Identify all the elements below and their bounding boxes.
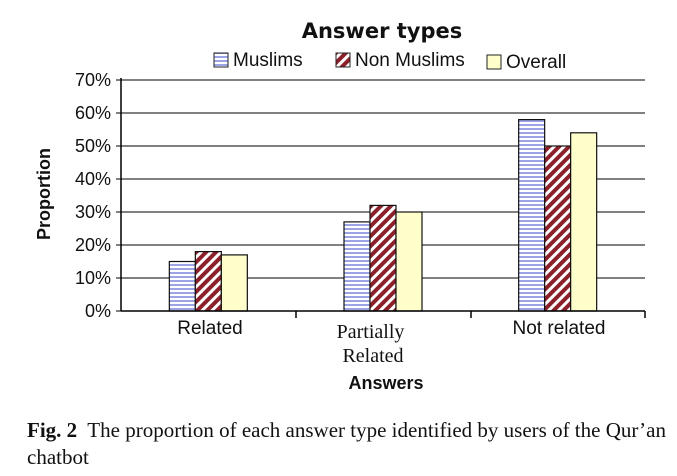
legend-swatch-overall <box>486 54 502 70</box>
y-tick-label: 60% <box>75 103 111 123</box>
bar-overall-not-related <box>570 132 598 312</box>
legend-label-muslims: Muslims <box>233 50 303 71</box>
y-tick-label: 30% <box>75 202 111 222</box>
caption-label: Fig. 2 <box>27 418 78 442</box>
legend-swatch-non-muslims <box>335 52 351 68</box>
y-tick-label: 40% <box>75 169 111 189</box>
bar-non-muslims-not-related <box>544 145 572 312</box>
bar-overall-related <box>220 254 248 312</box>
bars <box>168 118 598 312</box>
y-tick-label: 0% <box>85 301 111 321</box>
legend-label-non-muslims: Non Muslims <box>355 50 465 71</box>
category-label-not-related: Not related <box>513 318 606 339</box>
bar-muslims-partially-related <box>343 221 371 312</box>
bar-muslims-not-related <box>518 118 546 312</box>
figure-caption: Fig. 2 The proportion of each answer typ… <box>27 417 667 471</box>
y-tick-label: 10% <box>75 268 111 288</box>
caption-text: The proportion of each answer type ident… <box>27 418 666 469</box>
legend: Muslims Non Muslims Overall <box>213 50 566 73</box>
category-label-partially-related: Partially Related <box>337 321 410 367</box>
y-tick-label: 20% <box>75 235 111 255</box>
y-axis-ticks: 0% 10% 20% 30% 40% 50% 60% 70% <box>75 70 121 321</box>
legend-label-overall: Overall <box>506 52 566 73</box>
chart: Answer types Muslims Non Muslims Overall… <box>34 19 646 393</box>
chart-title: Answer types <box>302 19 463 43</box>
bar-non-muslims-related <box>194 251 222 312</box>
category-label-related: Related <box>177 318 243 339</box>
y-axis-label: Proportion <box>34 148 54 240</box>
y-tick-label: 70% <box>75 70 111 90</box>
legend-swatch-muslims <box>213 52 229 68</box>
y-tick-label: 50% <box>75 136 111 156</box>
bar-overall-partially-related <box>395 211 423 312</box>
bar-non-muslims-partially-related <box>369 204 397 312</box>
bar-muslims-related <box>168 260 196 312</box>
x-axis-label: Answers <box>348 373 423 393</box>
